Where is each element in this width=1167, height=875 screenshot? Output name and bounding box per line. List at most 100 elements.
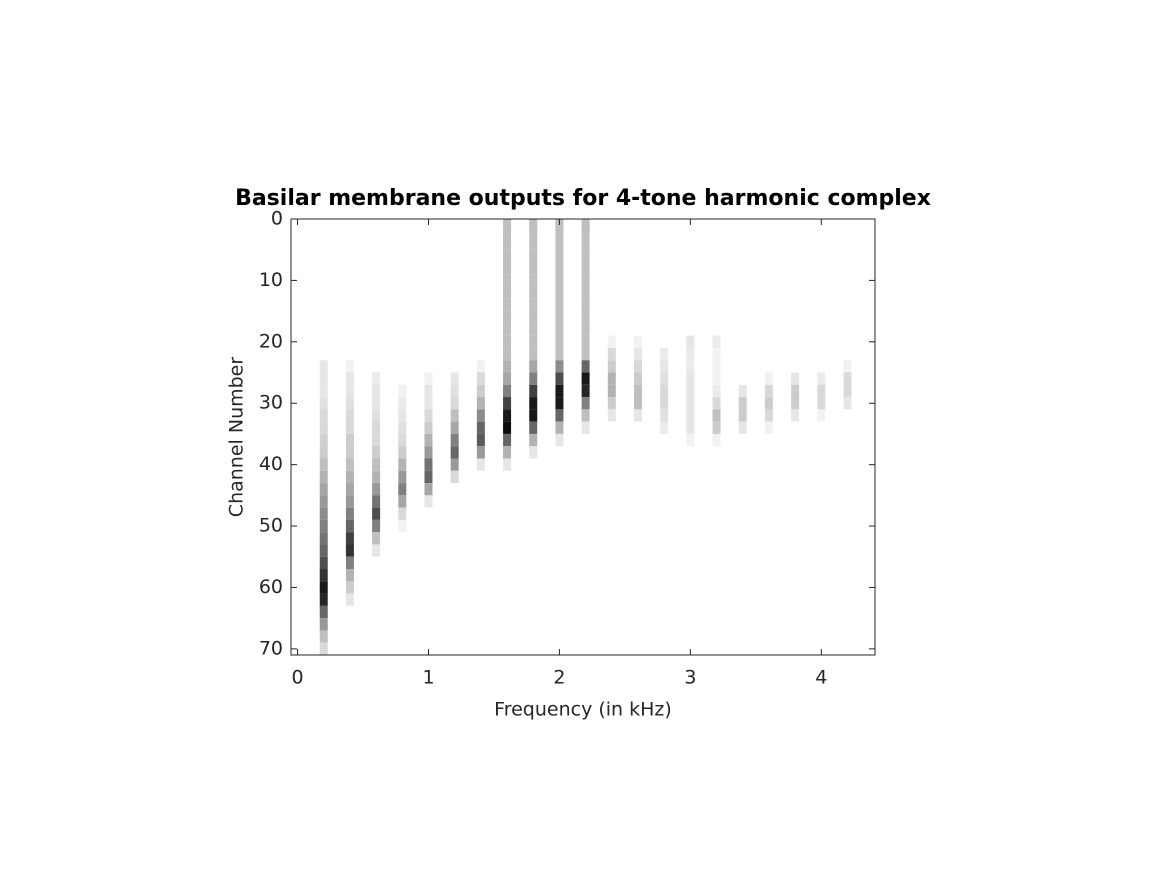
x-tick-label: 0	[292, 667, 304, 689]
heatmap-cell	[712, 347, 721, 361]
heatmap-cell	[738, 323, 747, 336]
heatmap-cell	[817, 446, 826, 459]
heatmap-cell	[345, 581, 354, 594]
heatmap-cell	[345, 483, 354, 496]
heatmap-cell	[607, 642, 616, 655]
heatmap-cell	[372, 323, 381, 336]
heatmap-cell	[817, 347, 826, 361]
heatmap-cell	[660, 556, 669, 570]
heatmap-cell	[319, 581, 328, 594]
heatmap-cell	[450, 261, 459, 275]
heatmap-cell	[372, 642, 381, 655]
heatmap-cell	[503, 298, 512, 312]
heatmap-cell	[398, 569, 407, 582]
heatmap-cell	[424, 360, 433, 373]
heatmap-cell	[791, 507, 800, 520]
heatmap-cell	[555, 569, 564, 582]
heatmap-cell	[450, 618, 459, 631]
heatmap-cell	[345, 311, 354, 324]
y-tick-label: 70	[259, 637, 283, 659]
heatmap-cell	[712, 421, 721, 434]
heatmap-cell	[424, 532, 433, 545]
heatmap-cell	[791, 495, 800, 508]
heatmap-cell	[791, 630, 800, 643]
heatmap-cell	[319, 421, 328, 434]
heatmap-cell	[738, 360, 747, 373]
heatmap-cell	[738, 409, 747, 422]
heatmap-cell	[398, 495, 407, 508]
heatmap-cell	[476, 372, 485, 385]
heatmap-cell	[686, 360, 695, 373]
heatmap-cell	[607, 483, 616, 496]
heatmap-cell	[738, 237, 747, 250]
heatmap-cell	[319, 311, 328, 324]
heatmap-cell	[503, 311, 512, 324]
heatmap-cell	[686, 642, 695, 655]
heatmap-cell	[817, 630, 826, 643]
heatmap-cell	[450, 470, 459, 484]
heatmap-cell	[764, 495, 773, 508]
heatmap-cell	[791, 397, 800, 410]
heatmap-cell	[817, 532, 826, 545]
heatmap-cell	[686, 421, 695, 434]
heatmap-cell	[764, 618, 773, 631]
heatmap-cell	[607, 274, 616, 287]
heatmap-cell	[764, 286, 773, 299]
heatmap-cell	[398, 298, 407, 312]
heatmap-cell	[738, 593, 747, 606]
y-tick-label: 30	[259, 392, 283, 414]
heatmap-cell	[686, 372, 695, 385]
heatmap-cell	[660, 569, 669, 582]
heatmap-cell	[633, 507, 642, 520]
heatmap-cell	[450, 298, 459, 312]
heatmap-cell	[372, 569, 381, 582]
heatmap-cell	[424, 261, 433, 275]
heatmap-cell	[791, 556, 800, 570]
heatmap-cell	[633, 237, 642, 250]
heatmap-cell	[633, 593, 642, 606]
heatmap-cell	[476, 507, 485, 520]
heatmap-cell	[503, 507, 512, 520]
heatmap-cell	[450, 397, 459, 410]
heatmap-cell	[503, 323, 512, 336]
heatmap-cell	[529, 544, 538, 557]
heatmap-cell	[529, 409, 538, 422]
heatmap-cell	[398, 421, 407, 434]
heatmap-cell	[345, 532, 354, 545]
heatmap-cell	[581, 605, 590, 619]
heatmap-cell	[817, 323, 826, 336]
heatmap-cell	[607, 519, 616, 533]
heatmap-cell	[817, 421, 826, 434]
heatmap-cell	[817, 470, 826, 484]
heatmap-cell	[372, 544, 381, 557]
heatmap-cell	[319, 519, 328, 533]
heatmap-cell	[817, 642, 826, 655]
heatmap-cell	[345, 470, 354, 484]
heatmap-cell	[345, 286, 354, 299]
heatmap-cell	[607, 286, 616, 299]
heatmap-cell	[529, 470, 538, 484]
heatmap-cell	[398, 335, 407, 348]
heatmap-cell	[817, 605, 826, 619]
heatmap-cell	[633, 483, 642, 496]
heatmap-cell	[633, 470, 642, 484]
heatmap-cell	[817, 397, 826, 410]
heatmap-cell	[686, 581, 695, 594]
heatmap-cell	[607, 593, 616, 606]
heatmap-cell	[686, 495, 695, 508]
heatmap-cell	[503, 335, 512, 348]
heatmap-cell	[372, 495, 381, 508]
heatmap-cell	[476, 495, 485, 508]
heatmap-cell	[529, 581, 538, 594]
heatmap-cell	[424, 642, 433, 655]
heatmap-cell	[424, 433, 433, 447]
heatmap-cell	[817, 569, 826, 582]
heatmap-cell	[633, 581, 642, 594]
heatmap-cell	[764, 642, 773, 655]
heatmap-cell	[607, 237, 616, 250]
heatmap-cell	[660, 458, 669, 471]
heatmap-cell	[529, 433, 538, 447]
heatmap-cell	[686, 569, 695, 582]
heatmap-cell	[738, 347, 747, 361]
heatmap-cell	[398, 384, 407, 398]
